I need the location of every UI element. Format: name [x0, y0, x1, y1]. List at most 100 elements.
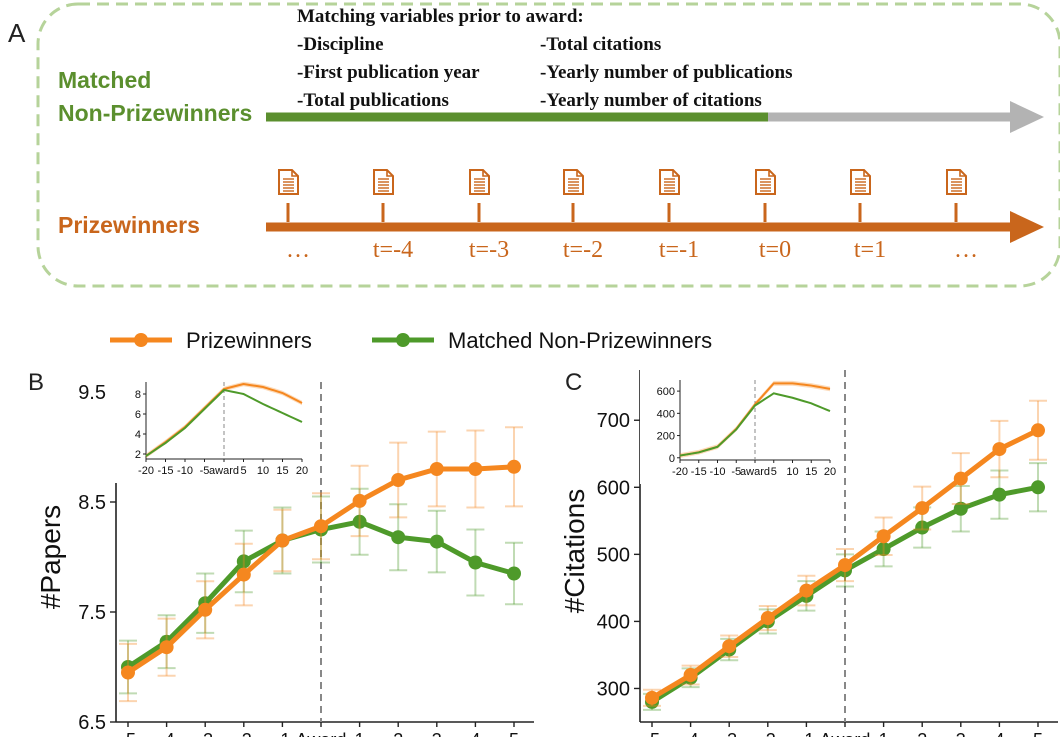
document-icon-fold [863, 170, 870, 177]
inset-x-tick-label: 10 [257, 465, 269, 477]
document-icon-fold [959, 170, 966, 177]
data-point [391, 530, 406, 545]
x-tick-label: -3 [197, 730, 213, 737]
inset-x-tick-label: -15 [691, 466, 707, 478]
data-point [915, 520, 930, 535]
data-point [198, 602, 213, 617]
x-tick-label: 2 [393, 730, 403, 737]
data-point [799, 583, 814, 598]
timeline-tick-label: t=0 [759, 237, 791, 263]
data-point [645, 690, 659, 705]
y-tick-label: 700 [597, 410, 630, 432]
inset-x-tick-label: -5 [200, 465, 210, 477]
timeline-tick-label: … [286, 237, 310, 263]
timeline-documents [278, 169, 967, 222]
timeline-tick-label: t=-4 [373, 237, 413, 263]
document-icon [850, 169, 871, 222]
inset-y-tick-label: 600 [657, 386, 675, 398]
matched-label-line1: Matched [58, 67, 151, 93]
inset-x-tick-label: 15 [805, 466, 817, 478]
y-tick-label: 500 [597, 544, 630, 566]
data-point [314, 519, 328, 534]
document-icon [278, 169, 299, 222]
document-icon-fold [672, 170, 679, 177]
y-tick-label: 400 [597, 611, 630, 633]
matching-title: Matching variables prior to award: [297, 6, 584, 27]
panel-b-label: B [28, 369, 44, 396]
matching-variable-left: -Discipline [297, 34, 384, 55]
inset-y-tick-label: 8 [135, 389, 141, 401]
matched-arrowhead [1010, 101, 1044, 133]
data-point [876, 541, 891, 556]
inset-x-tick-label: 5 [240, 465, 246, 477]
matching-variables-right: -Total citations -Yearly number of public… [540, 34, 792, 111]
matching-variable-left: -First publication year [297, 62, 480, 83]
data-point [876, 529, 891, 544]
x-tick-label: 1 [355, 730, 365, 737]
data-point [429, 462, 444, 476]
timeline-tick-label: … [954, 237, 978, 263]
x-tick-label: -3 [721, 730, 737, 737]
inset-x-tick-label: -5 [731, 466, 741, 478]
matching-variable-left: -Total publications [297, 90, 449, 111]
document-icon-fold [386, 170, 393, 177]
inset-y-tick-label: 400 [657, 408, 675, 420]
data-point [159, 640, 174, 655]
x-tick-label: -4 [159, 730, 175, 737]
x-tick-label: 1 [879, 730, 889, 737]
document-icon [946, 169, 967, 222]
legend-item: Prizewinners [110, 328, 312, 353]
data-point [352, 514, 367, 529]
inset-chart: 2 4 6 8 -20 -15 -10 -5 award 5 10 15 20 [106, 372, 312, 483]
inset-y-tick-label: 4 [135, 429, 141, 441]
x-tick-label: Award [820, 730, 871, 737]
inset-x-tick-label: -15 [158, 465, 174, 477]
panel-c-label: C [565, 369, 582, 396]
panel-a-dashed-border [36, 2, 1060, 288]
inset-y-tick-label: 200 [657, 431, 675, 443]
legend: Prizewinners Matched Non-Prizewinners [110, 328, 712, 353]
inset-background [640, 370, 840, 484]
document-icon-fold [768, 170, 775, 177]
data-point [953, 471, 968, 486]
y-tick-label: 8.5 [78, 492, 106, 514]
data-point [1031, 423, 1045, 438]
data-point [1031, 480, 1045, 495]
matching-variable-right: -Total citations [540, 34, 661, 55]
panel-a: A Matching variables prior to award: -Di… [8, 2, 1060, 288]
series-prizewinners [643, 399, 1047, 707]
x-tick-label: 4 [994, 730, 1004, 737]
y-tick-label: 300 [597, 678, 630, 700]
timeline-tick-label: t=1 [854, 237, 886, 263]
data-point [429, 534, 444, 549]
x-tick-label: -1 [798, 730, 814, 737]
matching-variable-right: -Yearly number of citations [540, 90, 762, 111]
matching-variable-right: -Yearly number of publications [540, 62, 792, 83]
data-point [992, 442, 1007, 457]
y-tick-label: 6.5 [78, 712, 106, 734]
data-point [683, 668, 698, 683]
x-tick-label: -5 [120, 730, 136, 737]
legend-label: Matched Non-Prizewinners [448, 328, 712, 353]
inset-x-tick-label: 15 [276, 465, 288, 477]
prizewinners-arrowhead [1010, 211, 1044, 243]
x-tick-label: 5 [1033, 730, 1043, 737]
data-point [468, 462, 483, 476]
timeline-tick-label: t=-2 [563, 237, 603, 263]
x-tick-label: -4 [683, 730, 699, 737]
timeline-tick-label: t=-1 [659, 237, 699, 263]
y-tick-label: 600 [597, 477, 630, 499]
document-icon [755, 169, 776, 222]
inset-y-tick-label: 6 [135, 409, 141, 421]
x-tick-label: -2 [236, 730, 252, 737]
inset-x-tick-label: 20 [296, 465, 308, 477]
inset-x-tick-label: 20 [824, 466, 836, 478]
x-tick-label: -5 [644, 730, 660, 737]
data-point [507, 459, 521, 474]
matching-variables-left: -Discipline -First publication year -Total… [297, 34, 480, 111]
x-tick-label: -2 [760, 730, 776, 737]
data-point [953, 501, 968, 516]
data-point [121, 665, 135, 680]
y-tick-label: 7.5 [78, 602, 106, 624]
data-point [838, 558, 852, 573]
